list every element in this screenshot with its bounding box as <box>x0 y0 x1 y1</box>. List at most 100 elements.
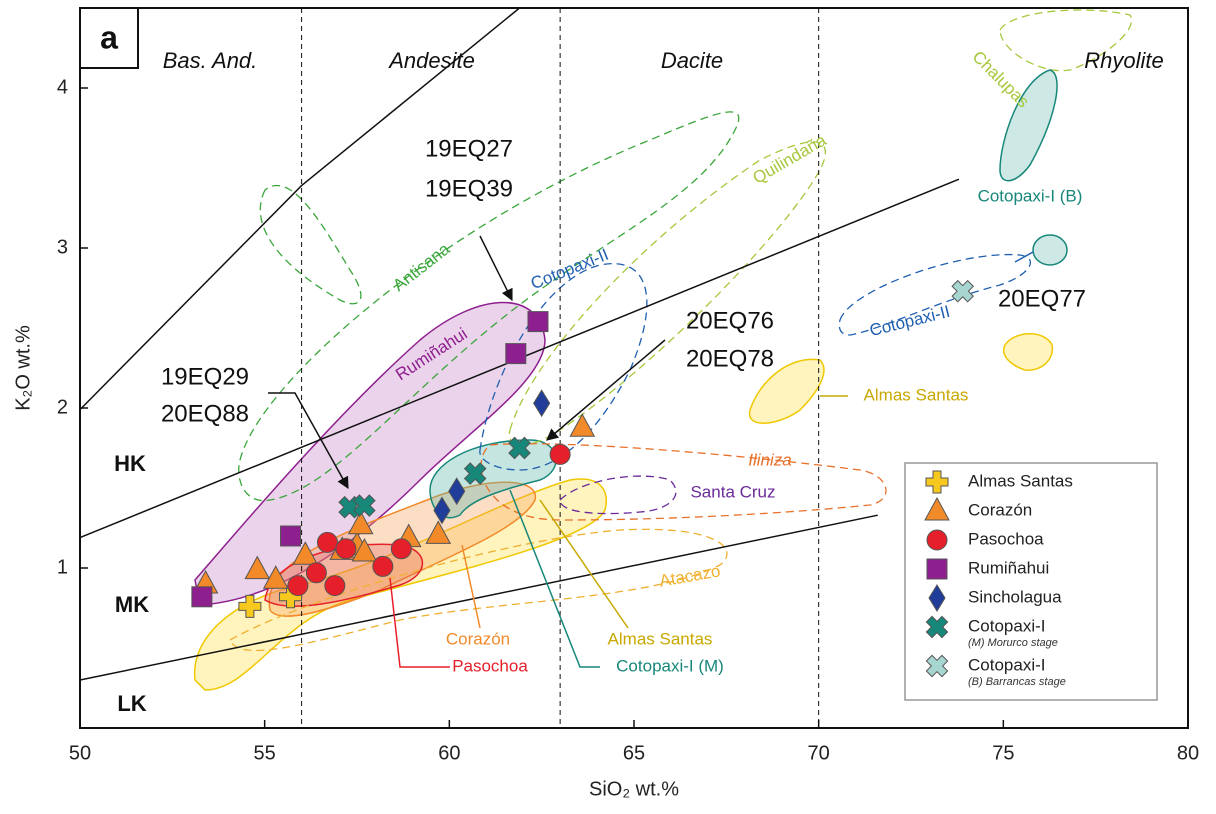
point <box>316 531 338 553</box>
field-label: Cotopaxi-II <box>528 245 611 293</box>
zone-label: Bas. And. <box>163 48 258 73</box>
zone-label: Rhyolite <box>1084 48 1163 73</box>
envelope <box>559 475 677 515</box>
envelope <box>1003 333 1054 371</box>
panel-label: a <box>100 19 118 55</box>
field-label: Cotopaxi-II <box>868 302 952 340</box>
point <box>463 462 487 485</box>
legend-marker <box>925 470 949 494</box>
legend-sublabel: (B) Barrancas stage <box>968 676 1066 688</box>
points <box>191 279 975 618</box>
legend-label: Rumiñahui <box>968 558 1049 577</box>
pointer <box>539 499 629 629</box>
legend-marker <box>926 558 948 580</box>
x-axis-label: SiO₂ wt.% <box>589 778 679 800</box>
envelope <box>429 439 557 519</box>
sample-label: 20EQ77 <box>998 285 1086 312</box>
panel-box <box>79 7 139 69</box>
envelope <box>999 9 1133 72</box>
point <box>508 436 531 460</box>
point <box>533 389 551 418</box>
x-tick-label: 70 <box>808 742 830 764</box>
legend-sublabel: (M) Morurco stage <box>968 637 1058 649</box>
field-label: Almas Santas <box>864 385 969 404</box>
envelope <box>999 69 1058 182</box>
x-tick-label: 75 <box>992 742 1014 764</box>
envelope <box>838 253 1032 336</box>
zone-label: Dacite <box>661 48 723 73</box>
y-axis-label: K₂O wt.% <box>12 325 34 411</box>
y-tick-label: 3 <box>57 236 68 258</box>
legend-marker <box>928 584 946 612</box>
point <box>353 494 376 517</box>
k-class-label: LK <box>117 691 146 716</box>
field-label: Pasochoa <box>452 656 528 675</box>
x-tick-label: 80 <box>1177 742 1199 764</box>
envelope <box>238 111 740 502</box>
point <box>262 565 289 589</box>
sample-label: 19EQ29 <box>161 363 249 390</box>
point <box>292 541 319 565</box>
legend-label: Sincholagua <box>968 587 1062 606</box>
k-class-label: MK <box>115 592 149 617</box>
point <box>351 537 378 562</box>
field-label: Cotopaxi-I (B) <box>978 186 1083 205</box>
legend-label: Corazón <box>968 500 1032 519</box>
field-label: Quilindaña <box>750 130 830 187</box>
point <box>280 525 302 547</box>
arrow <box>479 235 513 302</box>
point <box>951 279 975 303</box>
legend: Almas Santas Corazón Pasochoa Rumiñahui Sinc… <box>924 470 1073 688</box>
point <box>390 538 412 560</box>
legend-marker <box>926 529 948 551</box>
y-tick-label: 2 <box>57 396 68 418</box>
arrow <box>546 339 666 441</box>
envelope <box>480 443 887 521</box>
point <box>569 413 596 437</box>
point <box>372 555 394 577</box>
envelope <box>508 141 826 446</box>
boundary-line <box>79 514 878 681</box>
sample-label: 19EQ39 <box>425 175 513 202</box>
y-tick-label: 4 <box>57 76 68 98</box>
pointer <box>509 489 600 668</box>
envelope <box>259 184 362 305</box>
pointer <box>461 544 481 629</box>
point <box>549 443 571 465</box>
point <box>433 496 451 525</box>
x-tick-label: 65 <box>623 742 645 764</box>
point <box>335 538 357 560</box>
pointer <box>389 577 450 668</box>
field-label: Almas Santas <box>608 629 713 648</box>
legend-label: Pasochoa <box>968 529 1044 548</box>
point <box>238 594 262 618</box>
pointer <box>1014 251 1034 263</box>
field-label: Corazón <box>446 629 510 648</box>
sample-label: 20EQ78 <box>686 345 774 372</box>
y-tick-label: 1 <box>57 556 68 578</box>
boundary-line <box>79 7 520 411</box>
legend-marker <box>924 496 950 521</box>
legend-label: Cotopaxi-I <box>968 616 1045 635</box>
legend-label: Almas Santas <box>968 471 1073 490</box>
field-label: Iliniza <box>748 450 791 469</box>
field-label: Santa Cruz <box>690 482 775 501</box>
envelope <box>1032 234 1068 266</box>
x-tick-label: 50 <box>69 742 91 764</box>
point <box>505 343 527 365</box>
legend-marker <box>925 615 949 639</box>
field-label: Chalupas <box>969 47 1033 111</box>
envelope <box>748 358 825 424</box>
point <box>347 510 374 535</box>
k-class-label: HK <box>114 451 146 476</box>
point <box>425 520 452 544</box>
field-label: Cotopaxi-I (M) <box>616 656 724 675</box>
plot-frame <box>79 7 1189 729</box>
point <box>244 555 271 580</box>
sample-label: 20EQ88 <box>161 400 249 427</box>
pointers <box>268 235 1034 668</box>
x-tick-label: 60 <box>438 742 460 764</box>
point <box>527 311 549 333</box>
x-tick-label: 55 <box>254 742 276 764</box>
point <box>324 575 346 597</box>
